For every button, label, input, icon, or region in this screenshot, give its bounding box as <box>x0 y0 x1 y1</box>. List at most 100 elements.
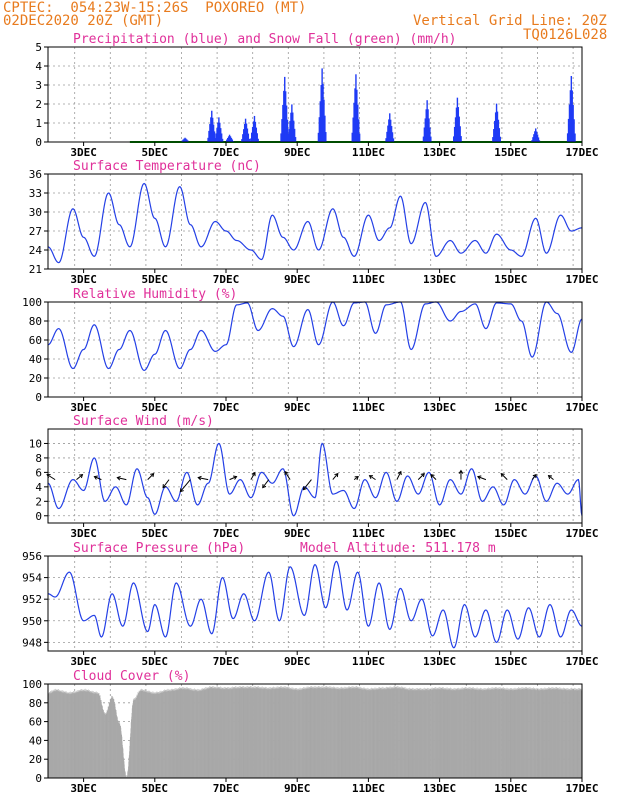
y-tick-label: 3 <box>35 79 42 92</box>
precip-bar-cluster <box>287 104 297 142</box>
y-tick-label: 5 <box>35 41 42 54</box>
precip-bar <box>353 102 355 142</box>
precip-bar <box>325 132 327 142</box>
x-tick-label: 3DEC <box>70 655 97 668</box>
precip-bar-cluster <box>566 75 576 142</box>
wind-vector-head <box>78 474 84 479</box>
precip-bar <box>245 123 248 142</box>
precip-bar <box>494 112 497 142</box>
x-tick-label: 5DEC <box>142 782 169 795</box>
x-tick-label: 17DEC <box>565 401 598 414</box>
x-tick-label: 9DEC <box>284 655 311 668</box>
precip-bar <box>572 104 574 142</box>
precip-bar <box>430 136 432 142</box>
precip-bar-cluster <box>351 74 361 142</box>
precip-bar <box>212 124 215 142</box>
precip-bar <box>459 126 461 142</box>
y-tick-label: 6 <box>35 466 42 479</box>
x-tick-label: 13DEC <box>423 655 456 668</box>
wind-vector-head <box>334 472 339 478</box>
precip-bar <box>218 117 220 142</box>
precip-bar <box>423 127 426 142</box>
precip-bar <box>226 139 228 142</box>
x-tick-label: 15DEC <box>494 527 527 540</box>
precip-bar <box>283 90 285 142</box>
x-tick-label: 3DEC <box>70 146 97 159</box>
precip-bar <box>208 130 210 142</box>
wind-vector-head <box>150 472 155 478</box>
x-tick-label: 13DEC <box>423 273 456 286</box>
precip-bar <box>492 137 494 142</box>
header-grid-note: Vertical Grid Line: 20Z <box>413 13 607 29</box>
y-tick-label: 80 <box>29 315 42 328</box>
panel-frame <box>47 428 583 524</box>
wind-vector-head <box>179 488 184 493</box>
wind-vector <box>531 474 537 480</box>
wind-vector <box>117 477 127 481</box>
precip-bar <box>453 126 456 142</box>
x-tick-label: 5DEC <box>142 273 169 286</box>
y-tick-label: 952 <box>22 593 42 606</box>
precip-bar <box>227 137 229 142</box>
y-tick-label: 20 <box>29 753 42 766</box>
precip-bar <box>356 89 358 142</box>
x-tick-label: 9DEC <box>284 401 311 414</box>
panel-title: Surface Pressure (hPa) <box>73 541 245 556</box>
wind-vector <box>250 472 256 480</box>
precip-bar <box>293 128 296 142</box>
precip-bar <box>321 68 323 142</box>
wind-vector-head <box>354 476 359 481</box>
x-tick-label: 17DEC <box>565 655 598 668</box>
precip-bar <box>317 132 320 142</box>
cloud-cover-bar <box>126 775 127 778</box>
precip-bar <box>460 136 462 142</box>
wind-vector-head <box>302 486 307 491</box>
y-tick-label: 4 <box>35 60 42 73</box>
precip-bar <box>246 128 249 142</box>
y-tick-label: 950 <box>22 615 42 628</box>
precip-bar-cluster <box>214 117 224 142</box>
precip-bar <box>284 76 286 142</box>
x-tick-label: 15DEC <box>494 655 527 668</box>
x-tick-label: 15DEC <box>494 273 527 286</box>
precip-bar <box>220 128 222 142</box>
panel-title: Cloud Cover (%) <box>73 669 190 684</box>
precip-bar <box>493 129 495 142</box>
precip-bar <box>251 132 253 142</box>
wind-vector <box>332 473 339 480</box>
precip-bar <box>390 126 393 142</box>
x-tick-label: 11DEC <box>352 146 385 159</box>
x-tick-label: 3DEC <box>70 273 97 286</box>
precip-bar <box>209 124 211 142</box>
x-tick-label: 11DEC <box>352 401 385 414</box>
precip-bar <box>250 138 252 142</box>
precip-bar <box>535 131 538 142</box>
wind-vector <box>548 475 554 481</box>
x-tick-label: 7DEC <box>213 401 240 414</box>
header-date-line: 02DEC2020 20Z (GMT) <box>3 13 164 29</box>
y-tick-label: 0 <box>35 136 42 149</box>
wind-vector <box>303 479 312 490</box>
precip-bar <box>568 104 571 142</box>
panel-title: Surface Wind (m/s) <box>73 414 214 429</box>
x-tick-label: 13DEC <box>423 782 456 795</box>
precip-bar <box>427 109 429 142</box>
panel-title: Surface Temperature (nC) <box>73 159 261 174</box>
precip-bar <box>182 139 184 142</box>
precip-bar <box>391 132 394 142</box>
precip-bar <box>251 126 254 142</box>
precip-bar <box>294 137 297 142</box>
precip-bar <box>494 120 496 142</box>
precip-bar <box>220 133 223 142</box>
precip-bar <box>257 138 259 142</box>
wind-vector <box>162 479 170 488</box>
precip-bar <box>207 137 209 142</box>
precip-bar <box>571 90 573 142</box>
wind-vector <box>284 471 291 480</box>
precip-bar <box>387 125 389 142</box>
x-tick-label: 3DEC <box>70 527 97 540</box>
wind-vector <box>76 474 83 480</box>
y-tick-label: 27 <box>29 225 42 238</box>
x-tick-label: 11DEC <box>352 655 385 668</box>
x-tick-label: 7DEC <box>213 527 240 540</box>
